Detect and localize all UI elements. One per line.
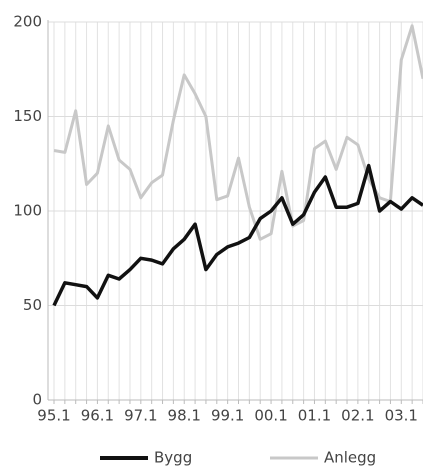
x-tick-label: 96.1: [81, 407, 114, 425]
y-tick-label: 200: [13, 13, 42, 31]
legend-label: Anlegg: [324, 449, 376, 467]
x-tick-label: 99.1: [211, 407, 244, 425]
series-line: [52, 163, 423, 307]
y-tick-label: 150: [13, 107, 42, 125]
x-tick-label: 00.1: [254, 407, 287, 425]
x-tick-label: 95.1: [37, 407, 70, 425]
x-tick-label: 98.1: [168, 407, 201, 425]
x-tick-label: 03.1: [385, 407, 418, 425]
series-line: [53, 24, 423, 241]
legend-label: Bygg: [154, 449, 192, 467]
y-tick-label: 0: [32, 391, 42, 409]
y-tick-label: 50: [23, 296, 42, 314]
y-tick-label: 100: [13, 202, 42, 220]
x-tick-label: 97.1: [124, 407, 157, 425]
x-tick-label: 02.1: [341, 407, 374, 425]
x-tick-label: 01.1: [298, 407, 331, 425]
